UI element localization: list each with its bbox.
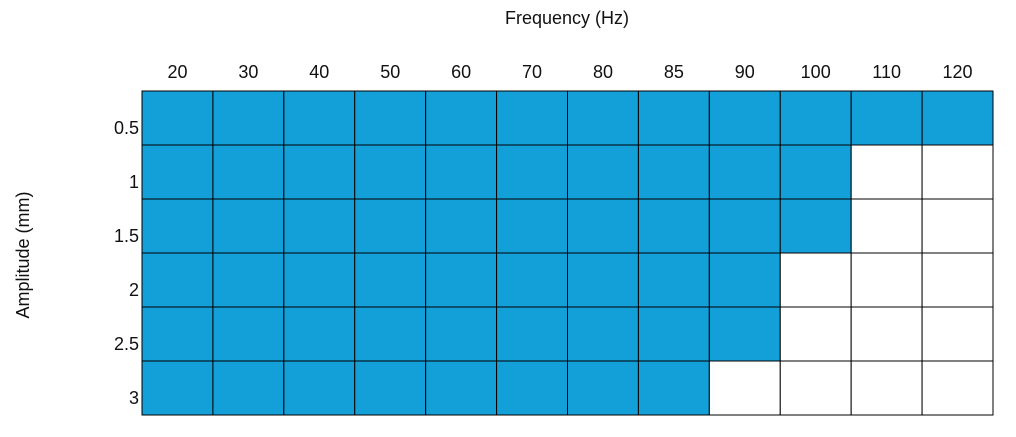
y-tick-label: 0.5	[114, 118, 139, 138]
cell	[283, 360, 356, 416]
x-axis-title: Frequency (Hz)	[505, 8, 629, 28]
cell	[354, 252, 427, 308]
cell	[496, 198, 569, 254]
cell	[637, 252, 710, 308]
cell	[567, 198, 639, 254]
cell	[354, 198, 427, 254]
cell	[637, 360, 710, 416]
cell	[708, 360, 781, 416]
x-tick-label: 50	[380, 62, 400, 82]
y-tick-label: 2.5	[114, 334, 139, 354]
cell	[425, 252, 498, 308]
cell	[921, 306, 994, 362]
cell	[425, 198, 498, 254]
cell	[212, 90, 285, 146]
x-tick-label: 30	[238, 62, 258, 82]
cell	[354, 360, 427, 416]
cell	[637, 306, 710, 362]
x-tick-label: 90	[735, 62, 755, 82]
cell	[708, 306, 781, 362]
cell	[425, 306, 498, 362]
cell	[283, 144, 356, 200]
x-tick-label: 110	[872, 62, 901, 82]
cell	[850, 360, 923, 416]
cell	[637, 90, 710, 146]
cell	[637, 198, 710, 254]
x-tick-label: 60	[451, 62, 471, 82]
cell	[708, 144, 781, 200]
cell	[850, 306, 923, 362]
cell	[567, 252, 639, 308]
x-tick-label: 100	[801, 62, 831, 82]
cell	[850, 90, 923, 146]
cell	[779, 198, 852, 254]
cell	[708, 198, 781, 254]
cell	[212, 360, 285, 416]
cell	[921, 144, 994, 200]
y-axis-title: Amplitude (mm)	[13, 191, 33, 318]
cell	[283, 252, 356, 308]
cell	[567, 144, 639, 200]
cell	[496, 252, 569, 308]
cell	[779, 360, 852, 416]
cell	[425, 90, 498, 146]
cell	[708, 90, 781, 146]
cell	[496, 144, 569, 200]
cell	[425, 360, 498, 416]
cell	[212, 144, 285, 200]
cell	[283, 306, 356, 362]
x-tick-label: 40	[309, 62, 329, 82]
cell	[567, 306, 639, 362]
cell	[425, 144, 498, 200]
x-tick-label: 70	[522, 62, 542, 82]
cell	[496, 360, 569, 416]
cell	[921, 90, 994, 146]
cell	[496, 90, 569, 146]
cell	[141, 360, 214, 416]
cell	[141, 90, 214, 146]
y-tick-label: 3	[129, 388, 139, 408]
x-tick-label: 80	[593, 62, 613, 82]
x-tick-label: 120	[943, 62, 973, 82]
cell	[354, 90, 427, 146]
y-tick-label: 1	[129, 172, 139, 192]
cell	[354, 306, 427, 362]
cell	[637, 144, 710, 200]
cell	[212, 198, 285, 254]
cell	[850, 198, 923, 254]
y-tick-label: 2	[129, 280, 139, 300]
x-tick-label: 85	[664, 62, 684, 82]
cell	[354, 144, 427, 200]
cell	[141, 144, 214, 200]
cell	[283, 198, 356, 254]
cell	[141, 306, 214, 362]
cell	[283, 90, 356, 146]
cell	[567, 360, 639, 416]
cell	[496, 306, 569, 362]
cell	[850, 144, 923, 200]
cell	[850, 252, 923, 308]
cell	[779, 252, 852, 308]
cell	[921, 360, 994, 416]
cell	[779, 90, 852, 146]
cell	[921, 198, 994, 254]
cell	[212, 252, 285, 308]
cell	[779, 306, 852, 362]
cell	[708, 252, 781, 308]
cell	[921, 252, 994, 308]
x-tick-label: 20	[167, 62, 187, 82]
cell	[779, 144, 852, 200]
cell	[212, 306, 285, 362]
cell	[141, 252, 214, 308]
cell	[567, 90, 639, 146]
y-tick-label: 1.5	[114, 226, 139, 246]
cell	[141, 198, 214, 254]
